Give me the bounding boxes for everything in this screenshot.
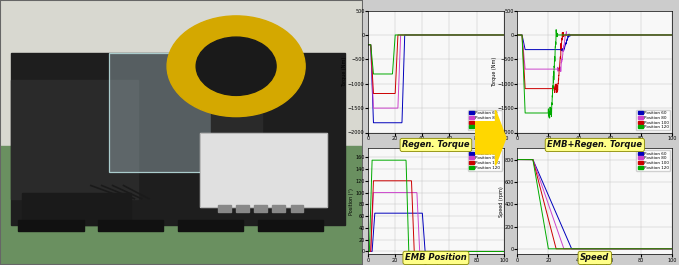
Bar: [0, 0, 363, 146]
Bar: [18, 220, 84, 231]
X-axis label: Time (sec): Time (sec): [582, 142, 608, 147]
Circle shape: [196, 37, 276, 95]
Text: EMB Position: EMB Position: [405, 253, 466, 262]
Bar: [22, 193, 131, 225]
Bar: [109, 53, 236, 172]
Text: Regen. Torque: Regen. Torque: [402, 140, 470, 149]
Bar: [200, 132, 327, 207]
Bar: [272, 205, 285, 212]
Legend: Position 60, Position 80, Position 100, Position 120: Position 60, Position 80, Position 100, …: [468, 110, 502, 130]
Bar: [254, 205, 267, 212]
Bar: [210, 64, 261, 132]
Bar: [11, 53, 345, 225]
Bar: [0, 146, 363, 265]
X-axis label: Time (sec): Time (sec): [582, 264, 608, 265]
Bar: [11, 80, 138, 199]
Y-axis label: Torque (Nm): Torque (Nm): [492, 56, 496, 87]
Circle shape: [167, 16, 305, 117]
X-axis label: Time (sec): Time (sec): [423, 264, 449, 265]
Y-axis label: Position (°): Position (°): [350, 188, 354, 215]
Bar: [200, 132, 327, 207]
Bar: [109, 53, 236, 172]
FancyArrow shape: [475, 110, 506, 165]
Text: Speed: Speed: [580, 253, 610, 262]
Legend: Position 60, Position 80, Position 100, Position 120: Position 60, Position 80, Position 100, …: [636, 110, 670, 130]
Bar: [178, 220, 243, 231]
Y-axis label: Torque (Nm): Torque (Nm): [342, 56, 347, 87]
Bar: [98, 220, 164, 231]
Text: EMB+Regen. Torque: EMB+Regen. Torque: [547, 140, 642, 149]
Bar: [218, 205, 231, 212]
X-axis label: Time (sec): Time (sec): [423, 142, 449, 147]
Y-axis label: Speed (rpm): Speed (rpm): [499, 186, 504, 217]
Bar: [236, 205, 249, 212]
Legend: Position 60, Position 80, Position 100, Position 120: Position 60, Position 80, Position 100, …: [636, 151, 670, 171]
Bar: [258, 220, 323, 231]
Legend: Position 60, Position 80, Position 100, Position 120: Position 60, Position 80, Position 100, …: [468, 151, 502, 171]
Bar: [291, 205, 304, 212]
